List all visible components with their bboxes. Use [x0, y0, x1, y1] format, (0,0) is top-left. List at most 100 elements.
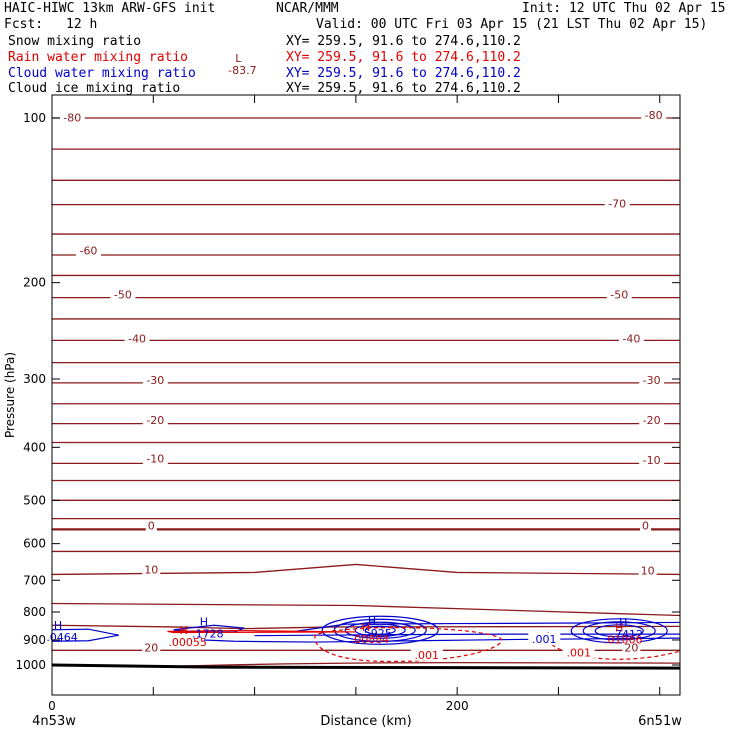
isotherm-label-bg [142, 413, 168, 426]
extremum-value: .0464 [46, 631, 78, 644]
field-xy-cloud-ice: XY= 259.5, 91.6 to 274.6,110.2 [286, 81, 521, 96]
extremum-marker: H [200, 615, 208, 628]
isotherm-label: 0 [642, 520, 649, 533]
cloud-water-ring [570, 618, 668, 644]
isotherm-label-bg [59, 111, 85, 124]
contour-label: .001 [566, 646, 591, 659]
terrain-line [52, 663, 680, 670]
y-axis-label: Pressure (hPa) [3, 352, 17, 438]
isotherm-label-bg [604, 197, 630, 210]
extremum-value: .7412 [612, 628, 644, 641]
isotherm-label-bg [145, 519, 157, 532]
isotherm-label-bg [142, 563, 161, 576]
extremum-marker: H [180, 624, 188, 637]
y-tick-label: 300 [23, 372, 46, 386]
extremum-marker: H [368, 615, 376, 628]
forecast-label: Fcst: [4, 17, 44, 32]
isotherm-label: 10 [641, 564, 655, 577]
isotherm-label-bg [75, 244, 101, 257]
extremum-value: .5925 [360, 627, 392, 640]
y-tick-label: 200 [23, 276, 46, 290]
extremum-value: .01066 [604, 633, 643, 646]
y-tick-label: 1000 [15, 658, 46, 672]
contour-label-bg [410, 648, 443, 661]
extremum-marker: L [235, 52, 242, 65]
field-name-rain: Rain water mixing ratio [8, 50, 189, 65]
init-time: Init: 12 UTC Thu 02 Apr 15 [522, 1, 726, 16]
isotherm-label-bg [142, 452, 168, 465]
isotherm-label: -80 [645, 109, 663, 122]
field-name-cloud-water: Cloud water mixing ratio [8, 66, 196, 81]
contour-label-bg [562, 646, 595, 659]
cloud-water-ring [321, 615, 439, 645]
extremum-marker: H [615, 621, 623, 634]
y-tick-label: 500 [23, 493, 46, 507]
isotherm-label: 10 [144, 564, 158, 577]
x-tick-label: 0 [48, 699, 56, 713]
y-tick-label: 900 [23, 633, 46, 647]
isotherm-label: -30 [643, 374, 661, 387]
endpoint-left-label: 4n53w [32, 714, 76, 729]
model-title: HAIC-HIWC 13km ARW-GFS init [4, 1, 216, 16]
isotherm-label-bg [622, 641, 641, 654]
rain-water-contour [167, 629, 356, 634]
isotherm-label-bg [124, 332, 150, 345]
isotherm-line [52, 602, 680, 617]
extremum-marker: H [54, 619, 62, 632]
cloud-water-ring [344, 621, 416, 639]
isotherm-line [52, 563, 680, 576]
extremum-value: .00055 [168, 636, 207, 649]
x-tick-label: 200 [446, 699, 469, 713]
isotherm-label: -40 [128, 332, 146, 345]
field-name-snow: Snow mixing ratio [8, 34, 142, 49]
isotherm-label-bg [639, 373, 665, 386]
field-xy-rain: XY= 259.5, 91.6 to 274.6,110.2 [286, 50, 521, 65]
isotherm-label: -20 [146, 414, 164, 427]
isotherm-label: -50 [114, 289, 132, 302]
isotherm-label-bg [640, 519, 652, 532]
isotherm-label: -80 [63, 111, 81, 124]
contour-label: .001 [532, 633, 557, 646]
extremum-marker: H [619, 616, 627, 629]
isotherm-label-bg [110, 288, 136, 301]
isotherm-label: -40 [622, 332, 640, 345]
isotherm-label-bg [142, 641, 161, 654]
y-tick-label: 800 [23, 605, 46, 619]
cloud-water-ring [354, 623, 406, 637]
isotherm-label: 20 [144, 641, 158, 654]
cloud-water-ring [364, 625, 396, 635]
cloud-water-ring [594, 624, 644, 638]
rain-water-contour-dashed [546, 632, 680, 660]
center-label: NCAR/MMM [276, 1, 339, 16]
isotherm-label: 20 [624, 641, 638, 654]
isotherm-label: 0 [148, 520, 155, 533]
field-xy-snow: XY= 259.5, 91.6 to 274.6,110.2 [286, 34, 521, 49]
isotherm-label-bg [638, 564, 657, 577]
isotherm-label: -20 [643, 414, 661, 427]
isotherm-layer [52, 117, 680, 668]
y-tick-label: 600 [23, 537, 46, 551]
isotherm-label: -70 [608, 197, 626, 210]
extremum-value: -83.7 [228, 64, 256, 77]
cloud-water-ring [582, 621, 656, 641]
isotherm-label: -10 [643, 454, 661, 467]
plot-frame [51, 94, 681, 696]
field-name-cloud-ice: Cloud ice mixing ratio [8, 81, 181, 96]
isotherm-label-bg [639, 413, 665, 426]
extremum-value: .1728 [192, 627, 224, 640]
contour-label: .001 [415, 649, 440, 662]
rain-water-contours [167, 627, 680, 663]
valid-time: Valid: 00 UTC Fri 03 Apr 15 (21 LST Thu … [316, 17, 708, 32]
isotherm-label-bg [142, 373, 168, 386]
terrain-layer [52, 663, 680, 670]
label-layer: -80 -80 -70 -60 -50 -50 -40 -40 -30 -30 -20 -20 -10 -… [46, 52, 667, 662]
isotherm-label: -30 [146, 374, 164, 387]
cloud-water-contour [52, 628, 119, 642]
isotherm-label-bg [606, 288, 632, 301]
extremum-value: .00884 [351, 633, 390, 646]
rain-water-contour-dashed [314, 627, 503, 663]
isotherm-label: -60 [79, 245, 97, 258]
field-xy-cloud-water: XY= 259.5, 91.6 to 274.6,110.2 [286, 66, 521, 81]
